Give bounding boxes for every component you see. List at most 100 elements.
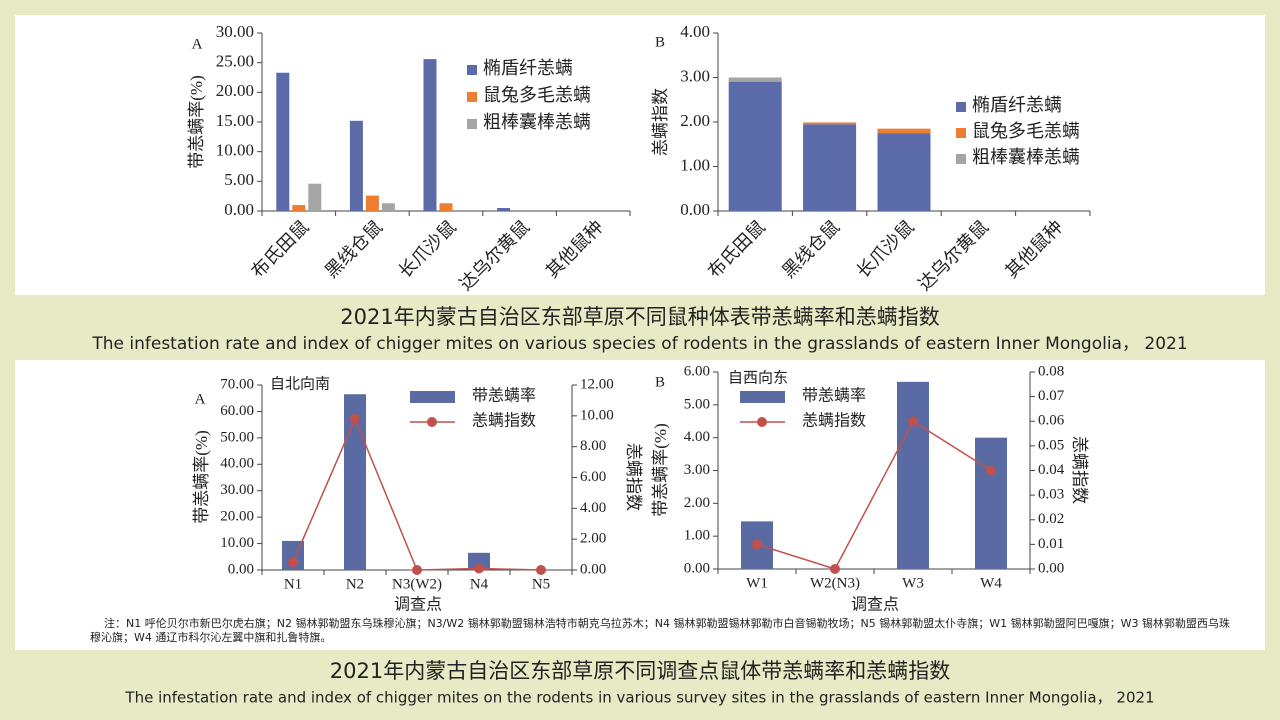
y2-tick-label: 6.00	[580, 469, 606, 485]
y-tick-label: 3.00	[684, 462, 710, 478]
footnote: 注：N1 呼伦贝尔市新巴尔虎右旗；N2 锡林郭勒盟东乌珠穆沁旗；N3/W2 锡林…	[90, 617, 1230, 644]
y-tick-label: 10.00	[220, 535, 254, 551]
y-tick-label: 50.00	[220, 429, 254, 445]
y-tick-label: 2.00	[680, 111, 710, 130]
x-tick-label: W4	[980, 575, 1002, 591]
line-marker	[536, 565, 546, 575]
x-tick-label: N5	[532, 576, 550, 592]
legend-swatch	[467, 92, 477, 102]
y-tick-label: 20.00	[216, 81, 254, 100]
legend-label: 带恙螨率	[802, 387, 866, 405]
bar-segment	[728, 81, 782, 211]
legend-label: 椭盾纤恙螨	[483, 58, 573, 78]
x-tick-label: N4	[470, 576, 489, 592]
y-axis-label: 带恙螨率(%)	[192, 430, 211, 523]
y2-tick-label: 0.02	[1038, 511, 1064, 527]
y2-tick-label: 0.01	[1038, 536, 1064, 552]
y-tick-label: 70.00	[220, 376, 254, 392]
legend-swatch	[467, 119, 477, 129]
figure-title: 2021年内蒙古自治区东部草原不同调查点鼠体带恙螨率和恙螨指数	[330, 659, 950, 683]
y-tick-label: 30.00	[216, 22, 254, 41]
legend-swatch	[427, 417, 437, 427]
panel-label: B	[655, 374, 665, 390]
bar-segment	[728, 81, 782, 82]
panel-label: A	[195, 391, 206, 407]
y-axis-label: 带恙螨率(%)	[651, 423, 670, 516]
legend-swatch	[467, 65, 477, 75]
x-tick-label: N1	[284, 576, 302, 592]
y2-tick-label: 12.00	[580, 376, 614, 392]
legend-label: 鼠兔多毛恙螨	[483, 85, 591, 105]
legend-label: 恙螨指数	[472, 412, 536, 430]
legend-label: 鼠兔多毛恙螨	[972, 121, 1080, 141]
legend-label: 粗棒囊棒恙螨	[972, 147, 1080, 167]
legend-swatch	[740, 391, 785, 403]
annotation: 自西向东	[728, 369, 788, 386]
y-tick-label: 4.00	[684, 429, 710, 445]
y2-tick-label: 0.08	[1038, 363, 1064, 379]
line-marker	[412, 565, 422, 575]
bar	[344, 394, 366, 570]
bar	[349, 120, 363, 211]
annotation: 自北向南	[270, 375, 330, 392]
bar-segment	[877, 128, 931, 134]
bar	[468, 552, 490, 570]
x-tick-label: W1	[746, 575, 768, 591]
y-tick-label: 25.00	[216, 52, 254, 71]
panel	[15, 360, 1265, 650]
x-tick-label: N3(W2)	[392, 576, 442, 592]
figure-subtitle: The infestation rate and index of chigge…	[124, 689, 1154, 707]
bar-segment	[803, 124, 857, 211]
bar	[497, 208, 511, 211]
bar-segment	[728, 77, 782, 82]
x-tick-label: W3	[902, 575, 924, 591]
y-tick-label: 6.00	[684, 363, 710, 379]
x-tick-label: W2(N3)	[810, 575, 860, 591]
y-tick-label: 5.00	[684, 396, 710, 412]
y2-tick-label: 0.00	[1038, 560, 1064, 576]
legend-label: 恙螨指数	[802, 412, 866, 430]
y-tick-label: 4.00	[680, 22, 710, 41]
y2-tick-label: 0.00	[580, 561, 606, 577]
x-tick-label: N2	[346, 576, 364, 592]
y2-tick-label: 4.00	[580, 500, 606, 516]
bar	[423, 59, 437, 212]
legend-label: 椭盾纤恙螨	[972, 95, 1062, 115]
line-marker	[830, 564, 840, 574]
legend-swatch	[956, 154, 966, 164]
bar	[439, 203, 453, 211]
y2-tick-label: 0.05	[1038, 437, 1064, 453]
y-axis-label: 带恙螨率(%)	[187, 75, 206, 168]
line-marker	[752, 539, 762, 550]
legend-label: 粗棒囊棒恙螨	[483, 112, 591, 132]
y-tick-label: 5.00	[224, 170, 254, 189]
bar	[292, 205, 306, 211]
y-tick-label: 10.00	[216, 141, 254, 160]
y-tick-label: 1.00	[680, 155, 710, 174]
y-tick-label: 0.00	[684, 560, 710, 576]
bar-segment	[803, 122, 857, 125]
line-marker	[350, 413, 360, 424]
line-marker	[908, 416, 918, 427]
y2-tick-label: 0.04	[1038, 462, 1065, 478]
x-axis-label: 调查点	[394, 596, 442, 614]
x-axis-label: 调查点	[851, 596, 899, 614]
bar	[276, 72, 290, 212]
y-tick-label: 40.00	[220, 456, 254, 472]
y-tick-label: 60.00	[220, 403, 254, 419]
y2-tick-label: 8.00	[580, 438, 606, 454]
panel-label: A	[192, 36, 203, 52]
y-tick-label: 2.00	[684, 495, 710, 511]
legend-swatch	[956, 128, 966, 138]
legend-swatch	[757, 417, 767, 427]
y-axis-label: 恙螨指数	[651, 88, 670, 156]
y2-tick-label: 0.07	[1038, 388, 1065, 404]
y-tick-label: 1.00	[684, 528, 710, 544]
y-tick-label: 30.00	[220, 482, 254, 498]
line-marker	[288, 557, 298, 568]
y-tick-label: 0.00	[224, 200, 254, 219]
y-tick-label: 20.00	[220, 509, 254, 525]
